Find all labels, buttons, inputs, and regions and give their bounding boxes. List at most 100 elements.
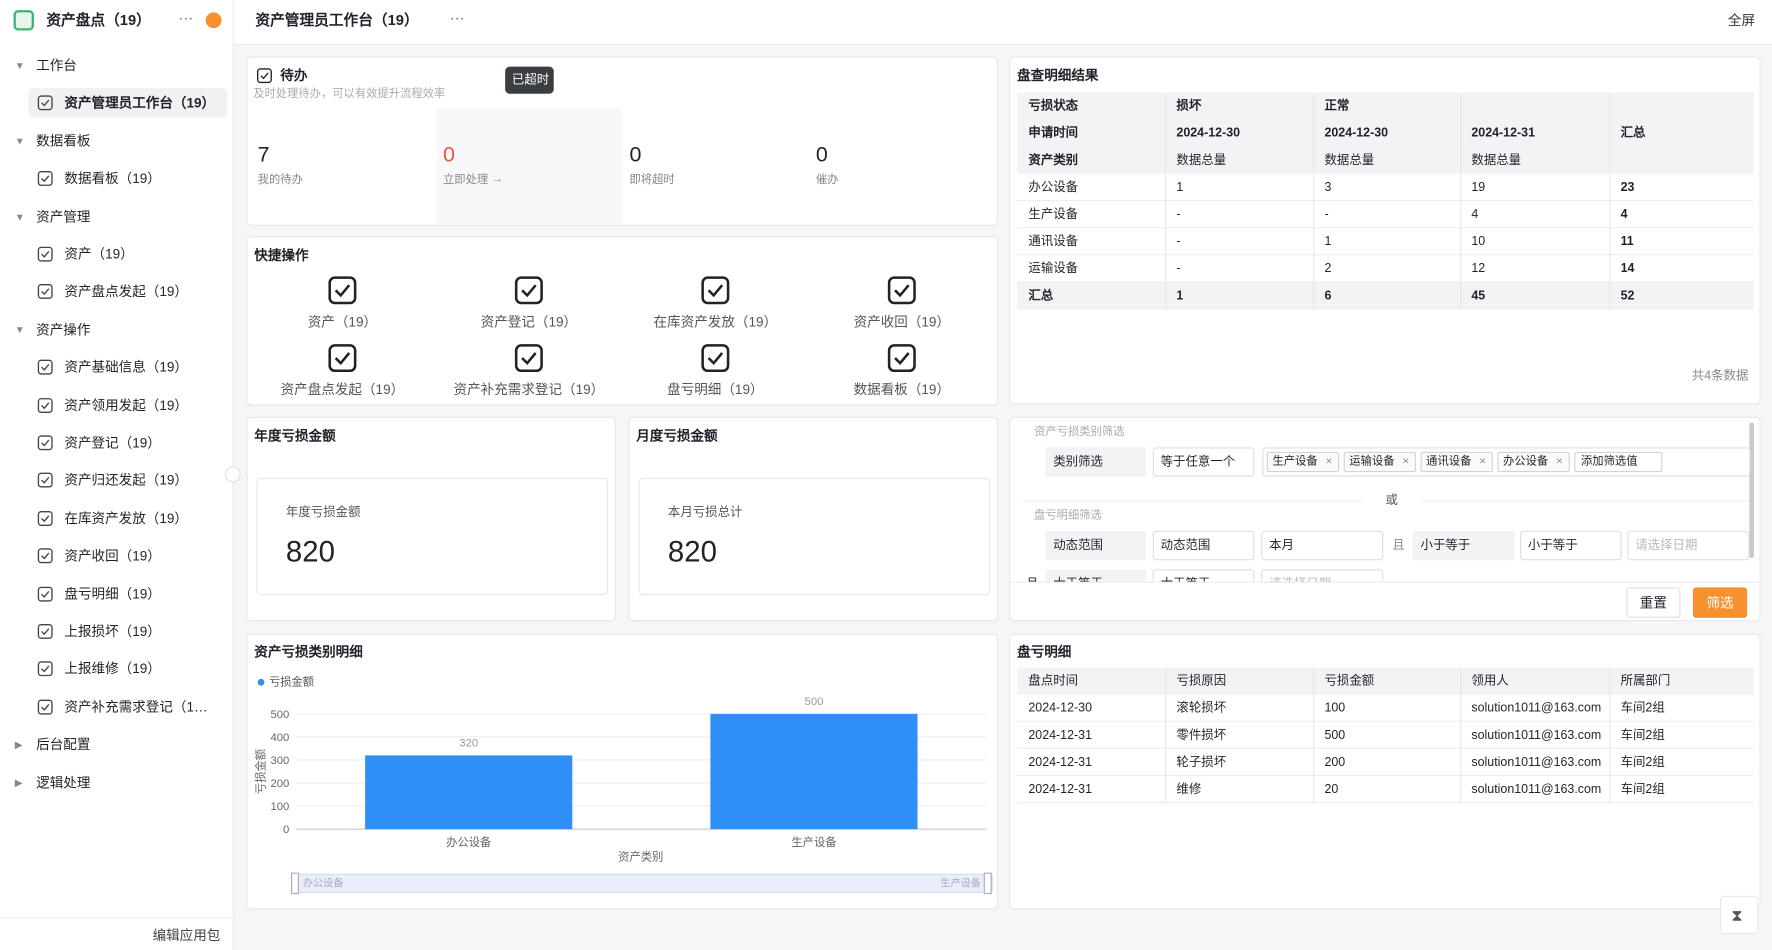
submit-button[interactable]	[1692, 587, 1748, 618]
quick-item[interactable]: 资产收回（19）	[853, 314, 951, 330]
select[interactable]	[1519, 530, 1622, 561]
quick-item[interactable]: 在库资产发放（19）	[653, 314, 778, 330]
header-more[interactable]: ···	[449, 9, 465, 26]
todo-label[interactable]: 立即处理	[442, 173, 489, 187]
quick-item[interactable]: 资产盘点发起（19）	[280, 381, 405, 398]
nav-item[interactable]: 数据看板（19）	[64, 170, 161, 187]
tag-close[interactable]: ×	[1556, 455, 1563, 468]
bar	[365, 755, 573, 830]
select[interactable]	[1152, 447, 1255, 477]
tag-close[interactable]: ×	[1325, 455, 1333, 468]
filter-section: 资产亏损类别筛选	[1034, 425, 1125, 439]
field-label: 且	[1026, 575, 1038, 582]
nav-group[interactable]: 数据看板	[36, 133, 91, 149]
x-tick-label: 生产设备	[791, 835, 836, 849]
nav-item[interactable]: 资产收回（19）	[64, 548, 161, 564]
tag[interactable]	[1266, 451, 1340, 473]
table-cell: solution1011@163.com	[1471, 728, 1602, 743]
table-cell: 车间2组	[1620, 728, 1665, 743]
y-tick-label: 500	[270, 709, 289, 721]
nav-item[interactable]: 在库资产发放（19）	[64, 510, 189, 527]
edit-package[interactable]: 编辑应用包	[152, 927, 221, 944]
tag-close[interactable]: ×	[1402, 455, 1410, 468]
arrow: →	[491, 172, 503, 186]
nav-item[interactable]: 资产（19）	[64, 246, 134, 263]
field-box	[1045, 569, 1146, 582]
icon-shape	[37, 510, 53, 526]
nav-item[interactable]: 资产领用发起（19）	[64, 397, 189, 413]
quick-item[interactable]: 盘亏明细（19）	[667, 381, 764, 398]
icon-shape	[521, 352, 537, 366]
quick-item[interactable]: 数据看板（19）	[853, 381, 951, 398]
tag[interactable]	[1343, 451, 1417, 473]
tag-input[interactable]	[1262, 447, 1751, 477]
more-button[interactable]: ···	[178, 9, 194, 26]
quick-item[interactable]: 资产（19）	[307, 314, 378, 330]
quick-item[interactable]: 资产补充需求登记（19）	[453, 381, 605, 398]
float-button[interactable]	[1720, 895, 1759, 935]
table-row	[1017, 722, 1754, 749]
tooltip	[505, 66, 554, 94]
submit-label[interactable]: 筛选	[1706, 595, 1734, 612]
header-cell: 汇总	[1620, 126, 1646, 141]
reset-button[interactable]	[1626, 587, 1681, 618]
nav-item[interactable]: 资产补充需求登记（1…	[64, 698, 208, 715]
table-cell: 11	[1620, 234, 1634, 249]
nav-item[interactable]: 盘亏明细（19）	[64, 585, 161, 602]
icon-shape	[37, 586, 53, 602]
card-title: 年度亏损金额	[254, 428, 336, 444]
icon-shape	[37, 473, 53, 488]
header-cell: 资产类别	[1028, 153, 1079, 168]
table-cell: 车间2组	[1620, 755, 1665, 770]
table-row	[1017, 228, 1754, 256]
icon-shape	[707, 284, 724, 298]
nav-item[interactable]: 资产基础信息（19）	[64, 359, 189, 376]
quick-item[interactable]: 资产登记（19）	[480, 314, 578, 330]
todo-label[interactable]: 催办	[815, 173, 839, 187]
todo-label[interactable]: 即将超时	[629, 173, 675, 187]
select[interactable]	[1627, 530, 1750, 561]
select[interactable]	[1152, 530, 1255, 561]
todo-label[interactable]: 我的待办	[257, 173, 303, 187]
table-cell: 23	[1620, 180, 1635, 195]
nav-group[interactable]: 资产操作	[36, 321, 91, 338]
tag-close[interactable]: ×	[1479, 455, 1486, 468]
tooltip-text: 已超时	[511, 73, 550, 87]
table-cell: 滚轮损坏	[1176, 701, 1227, 716]
nav-group[interactable]: 资产管理	[36, 208, 91, 225]
add-button[interactable]	[205, 12, 222, 29]
reset-label[interactable]: 重置	[1639, 595, 1667, 612]
nav-item[interactable]: 上报损坏（19）	[64, 623, 161, 640]
icon-shape	[41, 251, 50, 258]
collapse-button[interactable]	[224, 466, 241, 483]
nav-item[interactable]: 资产登记（19）	[64, 434, 161, 451]
icon-shape	[37, 246, 53, 262]
or-label: 或	[1385, 493, 1398, 508]
column-header: 亏损金额	[1324, 674, 1375, 688]
table-row	[1017, 695, 1754, 722]
fullscreen-button[interactable]: 全屏	[1727, 12, 1756, 29]
column-header: 所属部门	[1620, 674, 1671, 688]
add-tag[interactable]: 添加筛选值	[1581, 455, 1638, 468]
nav-item[interactable]: 资产盘点发起（19）	[64, 283, 189, 300]
nav-group[interactable]: 逻辑处理	[36, 774, 91, 791]
nav-group[interactable]: 工作台	[36, 57, 77, 74]
app-title: 资产盘点（19）	[46, 11, 151, 29]
icon-shape	[256, 68, 272, 84]
icon-shape	[707, 352, 724, 366]
select[interactable]	[1261, 530, 1384, 561]
tag[interactable]	[1574, 451, 1663, 473]
plot: 亏损金额0100200300400500亏损金额资产类别办公设备320生产设备5…	[253, 675, 993, 895]
tag[interactable]	[1497, 451, 1570, 473]
nav-item[interactable]: 上报维修（19）	[64, 661, 161, 678]
nav-item[interactable]: 资产归还发起（19）	[64, 472, 189, 489]
icon-shape	[894, 284, 910, 298]
clip: 且 大于等于 大于等于 请选择日期	[1009, 565, 1761, 582]
nav-group[interactable]: 后台配置	[36, 736, 91, 753]
table-cell: 汇总	[1028, 289, 1054, 303]
tag[interactable]	[1420, 451, 1493, 473]
nav-item[interactable]: 资产管理员工作台（19）	[64, 95, 216, 112]
select-value: 请选择日期	[1635, 538, 1698, 553]
caret: ▼	[14, 59, 25, 72]
icon-shape	[37, 95, 53, 111]
